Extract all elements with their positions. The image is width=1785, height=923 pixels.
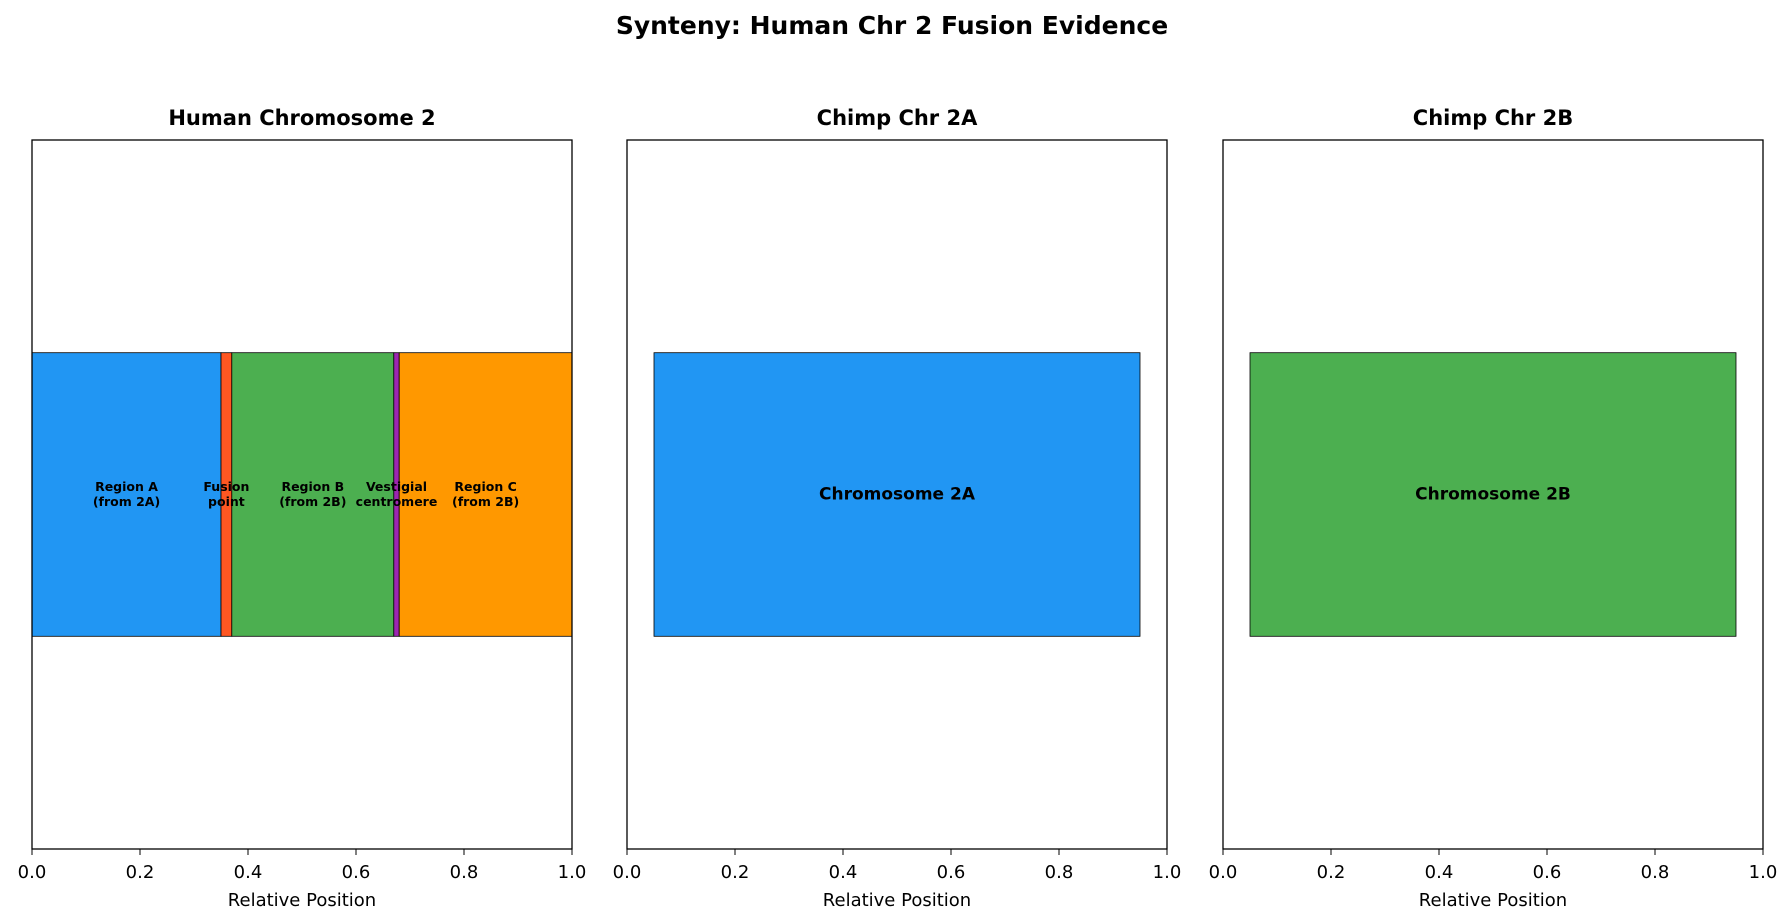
x-axis-label: Relative Position xyxy=(823,890,971,911)
segment-label: Vestigial centromere xyxy=(356,479,438,509)
segment-label: Chromosome 2B xyxy=(1415,485,1571,505)
segment-label-line: (from 2B) xyxy=(279,494,346,509)
panel-title: Human Chromosome 2 xyxy=(168,106,435,130)
segment-label-line: Region B xyxy=(281,479,344,494)
x-tick-label: 0.2 xyxy=(721,862,750,883)
segment xyxy=(31,352,222,637)
segment-label-line: point xyxy=(208,494,245,509)
axes-frame xyxy=(31,139,573,850)
x-tick-label: 0.6 xyxy=(937,862,966,883)
segment-label: Region B (from 2B) xyxy=(279,479,346,509)
panel-title: Chimp Chr 2B xyxy=(1413,106,1573,130)
panel-title: Chimp Chr 2A xyxy=(817,106,978,130)
figure-title: Synteny: Human Chr 2 Fusion Evidence xyxy=(616,11,1168,40)
axes-frame xyxy=(626,139,1168,850)
x-tick-label: 0.8 xyxy=(1045,862,1074,883)
x-tick-label: 1.0 xyxy=(558,862,587,883)
x-tick-label: 0.0 xyxy=(1209,862,1238,883)
segment xyxy=(231,352,395,637)
x-axis-label: Relative Position xyxy=(228,890,376,911)
axes-frame xyxy=(1222,139,1764,850)
segment-label-line: Chromosome 2A xyxy=(819,485,976,505)
x-tick-label: 0.2 xyxy=(126,862,155,883)
x-tick-label: 0.8 xyxy=(450,862,479,883)
segment-label-line: Chromosome 2B xyxy=(1415,485,1571,505)
x-tick-label: 0.4 xyxy=(234,862,263,883)
x-tick-label: 0.4 xyxy=(829,862,858,883)
segment-label: Region A (from 2A) xyxy=(93,479,160,509)
x-tick-label: 0.4 xyxy=(1425,862,1454,883)
segment xyxy=(398,352,573,637)
segment-label-line: (from 2B) xyxy=(452,494,519,509)
segment-label-line: (from 2A) xyxy=(93,494,160,509)
x-tick-label: 0.0 xyxy=(613,862,642,883)
x-tick-label: 0.6 xyxy=(1533,862,1562,883)
segment xyxy=(653,352,1141,637)
x-axis-label: Relative Position xyxy=(1419,890,1567,911)
segment-label-line: centromere xyxy=(356,494,438,509)
segment-label-line: Region A xyxy=(95,479,158,494)
segment-label: Region C (from 2B) xyxy=(452,479,519,509)
segment xyxy=(1249,352,1737,637)
x-tick-label: 0.2 xyxy=(1317,862,1346,883)
x-tick-label: 0.8 xyxy=(1641,862,1670,883)
segment-label-line: Fusion xyxy=(203,479,249,494)
segment-label-line: Vestigial xyxy=(366,479,427,494)
x-tick-label: 0.6 xyxy=(342,862,371,883)
x-tick-label: 1.0 xyxy=(1749,862,1778,883)
segment-label: Chromosome 2A xyxy=(819,485,976,505)
segment-label: Fusion point xyxy=(203,479,249,509)
x-tick-label: 1.0 xyxy=(1153,862,1182,883)
segment-label-line: Region C xyxy=(454,479,516,494)
x-tick-label: 0.0 xyxy=(18,862,47,883)
